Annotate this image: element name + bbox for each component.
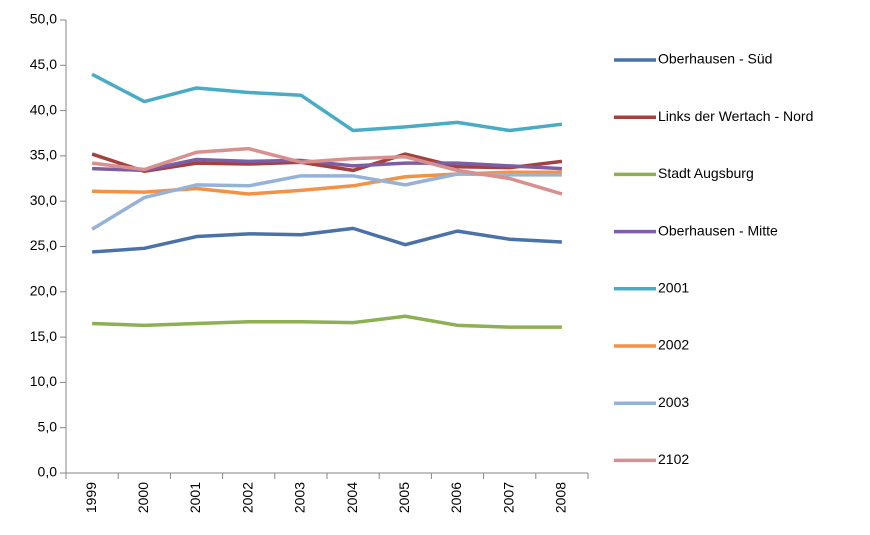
x-tick-label: 2004 (344, 482, 360, 513)
series-line (91, 226, 562, 254)
y-tick-label: 40,0 (30, 101, 57, 117)
legend-label: Links der Wertach - Nord (658, 108, 813, 124)
legend-label: 2001 (658, 280, 689, 296)
legend-label: Stadt Augsburg (658, 165, 754, 181)
series-line (91, 146, 563, 196)
y-tick-label: 5,0 (38, 418, 58, 434)
series-line (91, 152, 563, 174)
series-line (91, 72, 563, 133)
series-line (92, 314, 562, 329)
y-tick-label: 20,0 (30, 283, 57, 299)
legend-label: Oberhausen - Mitte (658, 222, 778, 238)
legend-label: 2102 (658, 451, 689, 467)
y-tick-label: 30,0 (30, 192, 57, 208)
y-tick-label: 50,0 (30, 11, 57, 27)
x-tick-label: 1999 (83, 482, 99, 513)
y-tick-label: 15,0 (30, 328, 57, 344)
x-tick-label: 2006 (448, 482, 464, 513)
legend-label: Oberhausen - Süd (658, 51, 772, 67)
y-tick-label: 25,0 (30, 237, 57, 253)
series-line (91, 172, 562, 231)
y-tick-label: 35,0 (30, 147, 57, 163)
series-line (92, 157, 562, 173)
x-tick-label: 2000 (135, 482, 151, 513)
x-tick-label: 2008 (553, 482, 569, 513)
y-tick-label: 0,0 (38, 464, 58, 480)
x-tick-label: 2003 (292, 482, 308, 513)
y-tick-label: 10,0 (30, 373, 57, 389)
legend-label: 2003 (658, 394, 689, 410)
x-tick-label: 2007 (500, 482, 516, 513)
legend-label: 2002 (658, 337, 689, 353)
x-tick-label: 2001 (187, 482, 203, 513)
y-tick-label: 45,0 (30, 56, 57, 72)
x-tick-label: 2005 (396, 482, 412, 513)
x-tick-label: 2002 (239, 482, 255, 513)
